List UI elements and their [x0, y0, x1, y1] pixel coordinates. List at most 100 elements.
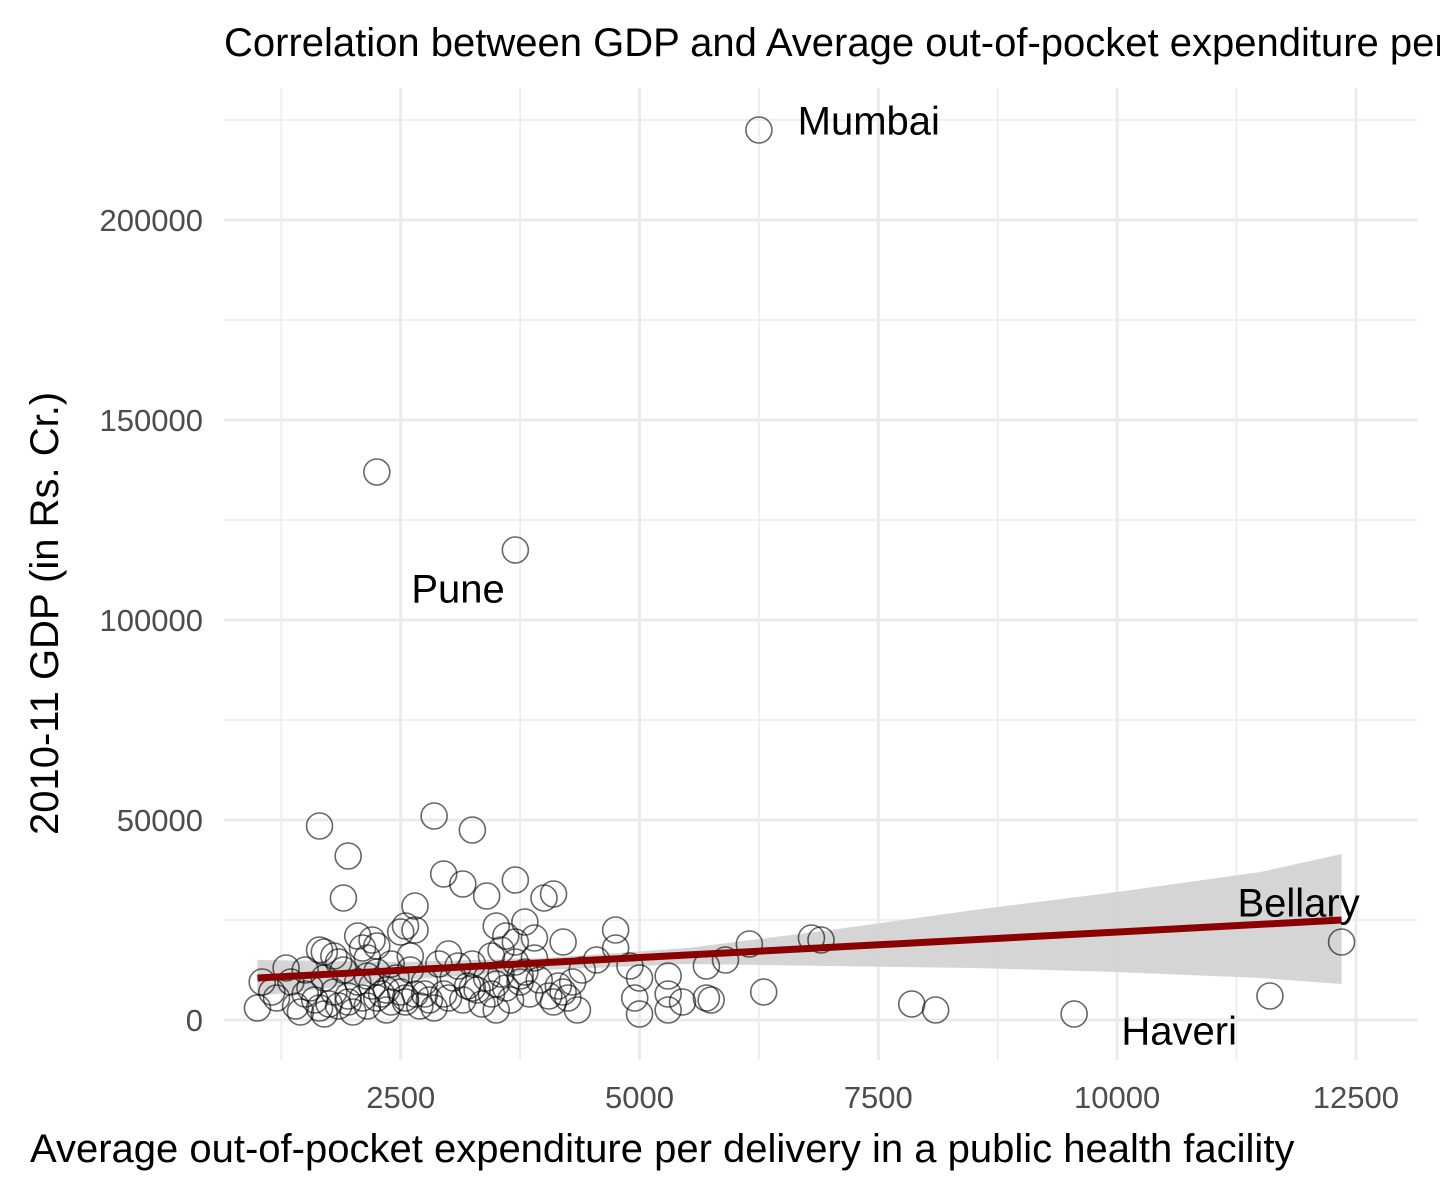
data-point: [472, 882, 501, 910]
data-point: [549, 978, 577, 1006]
data-point: [1256, 982, 1284, 1010]
x-tick-label: 7500: [844, 1080, 913, 1115]
data-point: [1327, 928, 1356, 956]
data-point: [692, 984, 721, 1012]
y-tick-label: 0: [186, 1003, 203, 1038]
x-tick-label: 5000: [605, 1080, 674, 1115]
data-point: [501, 536, 530, 564]
data-point: [248, 968, 277, 996]
data-point: [534, 982, 563, 1010]
data-point: [668, 988, 697, 1016]
data-point: [511, 958, 539, 986]
data-point: [1060, 1000, 1088, 1028]
data-point: [334, 988, 362, 1016]
data-point: [654, 996, 682, 1024]
data-point: [654, 980, 682, 1008]
data-point: [334, 842, 362, 870]
chart-title: Correlation between GDP and Average out-…: [224, 21, 1440, 65]
data-point: [401, 892, 429, 920]
point-label: Mumbai: [798, 100, 940, 144]
data-point: [425, 950, 453, 978]
data-point: [539, 988, 568, 1016]
y-tick-label: 150000: [100, 403, 203, 438]
y-tick-label: 100000: [100, 603, 203, 638]
point-label: Haveri: [1121, 1010, 1237, 1054]
data-point: [391, 984, 420, 1012]
data-point: [625, 1000, 654, 1028]
data-point: [358, 926, 386, 954]
x-tick-label: 10000: [1074, 1080, 1160, 1115]
data-point: [558, 968, 587, 996]
data-point: [429, 860, 458, 888]
data-point: [291, 956, 319, 984]
data-point: [625, 964, 654, 992]
data-point: [372, 976, 401, 1004]
data-point: [654, 962, 682, 990]
data-point: [415, 986, 444, 1014]
data-point: [363, 458, 391, 486]
data-point: [377, 950, 405, 978]
confidence-band-area: [257, 854, 1342, 996]
data-point: [745, 116, 773, 144]
confidence-band: [257, 854, 1342, 996]
data-point: [420, 802, 448, 830]
data-point: [291, 980, 319, 1008]
data-point: [807, 926, 835, 954]
data-point: [491, 922, 520, 950]
data-point: [262, 984, 291, 1012]
data-point: [448, 870, 477, 898]
data-point: [549, 928, 577, 956]
y-tick-label: 200000: [100, 203, 203, 238]
data-point: [697, 986, 725, 1014]
data-point: [501, 866, 530, 894]
data-point: [601, 916, 630, 944]
data-point: [434, 984, 463, 1012]
data-point: [458, 974, 487, 1002]
point-labels: Mumbai Pune Bellary Haveri: [411, 100, 1359, 1054]
data-point: [520, 924, 549, 952]
data-point: [568, 956, 597, 984]
data-point: [305, 812, 334, 840]
data-point: [286, 998, 315, 1026]
data-point: [305, 936, 334, 964]
data-point: [406, 992, 434, 1020]
data-point: [482, 912, 511, 940]
data-point: [539, 880, 568, 908]
data-point: [334, 982, 362, 1010]
data-point: [496, 986, 525, 1014]
data-point: [544, 972, 573, 1000]
data-point: [463, 976, 491, 1004]
data-point: [458, 816, 487, 844]
y-axis-label: 2010-11 GDP (in Rs. Cr.): [23, 392, 67, 835]
data-point: [554, 984, 582, 1012]
data-point: [477, 980, 506, 1008]
data-point: [272, 954, 300, 982]
data-point: [277, 968, 305, 996]
data-point: [511, 908, 539, 936]
data-point: [921, 996, 950, 1024]
data-point: [711, 946, 740, 974]
data-point: [410, 980, 439, 1008]
x-tick-label: 2500: [366, 1080, 435, 1115]
data-point: [401, 916, 429, 944]
data-point: [520, 944, 549, 972]
x-tick-label: 12500: [1313, 1080, 1399, 1115]
data-point: [329, 884, 358, 912]
x-axis-label: Average out-of-pocket expenditure per de…: [30, 1127, 1294, 1171]
data-point: [477, 942, 506, 970]
data-point: [353, 992, 382, 1020]
data-point: [310, 1000, 339, 1028]
data-point: [386, 918, 415, 946]
data-point: [501, 928, 530, 956]
x-axis-ticks: 2500 5000 7500 10000 12500: [366, 1080, 1399, 1115]
data-point: [525, 966, 554, 994]
data-point: [749, 978, 778, 1006]
data-point: [482, 970, 511, 998]
data-point: [343, 968, 372, 996]
data-point: [563, 996, 592, 1024]
data-point: [735, 930, 764, 958]
data-point: [348, 934, 377, 962]
point-label: Bellary: [1237, 882, 1359, 926]
trend-line: [257, 916, 1342, 982]
